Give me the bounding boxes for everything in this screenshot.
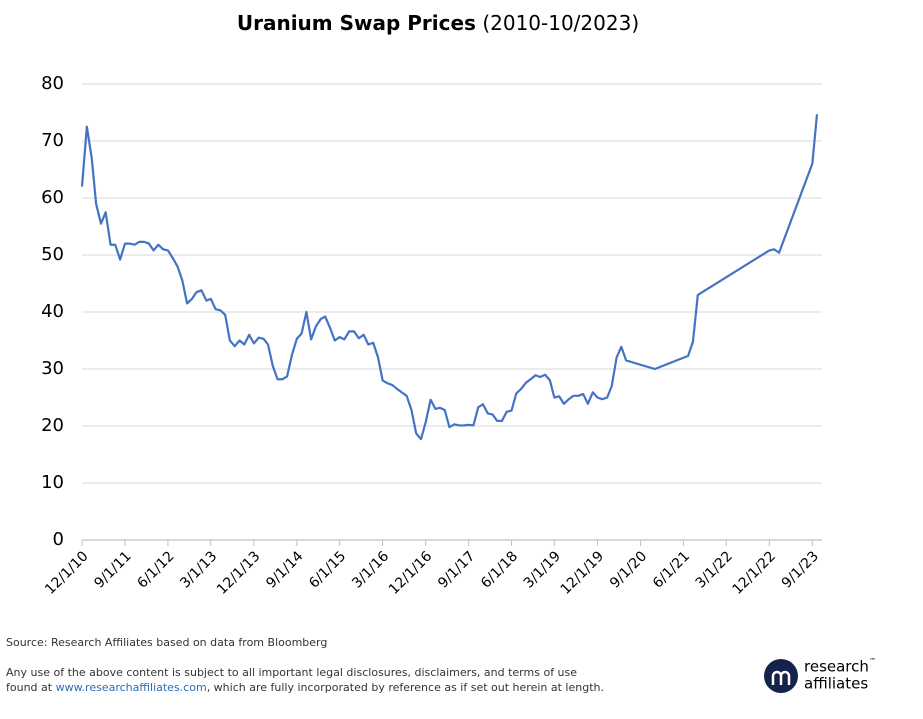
- source-note: Source: Research Affiliates based on dat…: [6, 636, 327, 649]
- x-tick-label: 3/1/19: [521, 548, 564, 591]
- x-tick-label: 3/1/16: [349, 548, 392, 591]
- x-tick-label: 6/1/15: [306, 548, 349, 591]
- x-tick-label: 6/1/18: [478, 548, 521, 591]
- y-tick-label: 80: [41, 73, 64, 94]
- logo-text: affiliates: [804, 675, 868, 693]
- x-tick-label: 3/1/13: [177, 548, 220, 591]
- x-tick-label: 6/1/21: [650, 548, 693, 591]
- disclaimer-text: , which are fully incorporated by refere…: [207, 681, 604, 694]
- y-tick-label: 40: [41, 301, 64, 322]
- y-tick-label: 10: [41, 472, 64, 493]
- link[interactable]: www.researchaffiliates.com: [56, 681, 207, 694]
- x-tick-label: 9/1/20: [607, 548, 650, 591]
- logo: research ™ affiliates: [764, 657, 876, 693]
- x-tick-label: 9/1/11: [91, 548, 134, 591]
- x-tick-label: 12/1/13: [214, 548, 263, 597]
- x-tick-label: 9/1/23: [779, 548, 822, 591]
- x-tick-label: 12/1/10: [42, 548, 91, 597]
- y-tick-label: 30: [41, 358, 64, 379]
- disclaimer: Any use of the above content is subject …: [6, 666, 577, 679]
- logo-text: research: [804, 658, 869, 676]
- data-line: [80, 114, 819, 441]
- x-tick-label: 12/1/22: [729, 548, 778, 597]
- logo-icon: [771, 670, 791, 685]
- x-tick-label: 9/1/14: [263, 548, 306, 591]
- disclaimer: found at www.researchaffiliates.com, whi…: [6, 681, 604, 694]
- y-tick-label: 50: [41, 244, 64, 265]
- x-tick-label: 9/1/17: [435, 548, 478, 591]
- y-tick-label: 60: [41, 187, 64, 208]
- x-tick-label: 12/1/16: [386, 548, 436, 598]
- logo-tm: ™: [869, 657, 876, 665]
- x-tick-label: 12/1/19: [558, 548, 607, 597]
- chart-title: Uranium Swap Prices (2010-10/2023): [237, 11, 639, 35]
- x-tick-label: 3/1/22: [693, 548, 736, 591]
- y-tick-label: 0: [53, 529, 64, 550]
- y-tick-label: 70: [41, 130, 64, 151]
- title-main: Uranium Swap Prices: [237, 11, 476, 35]
- x-tick-label: 6/1/12: [134, 548, 177, 591]
- y-tick-label: 20: [41, 415, 64, 436]
- disclaimer-text: found at: [6, 681, 56, 694]
- title-note: (2010-10/2023): [482, 11, 639, 35]
